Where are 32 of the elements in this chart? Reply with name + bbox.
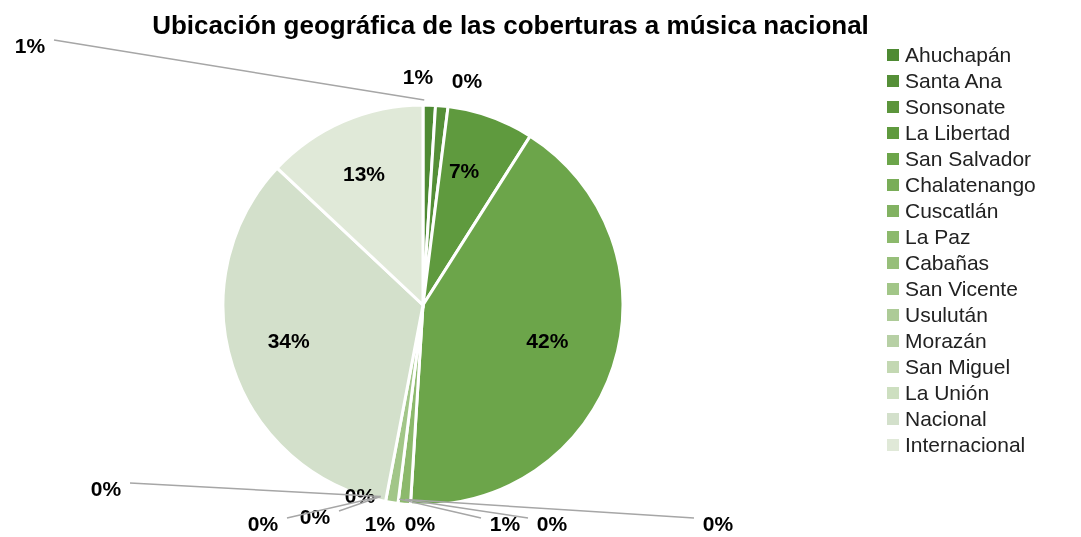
- data-label: 1%: [402, 64, 434, 88]
- legend-label: San Vicente: [905, 277, 1018, 301]
- data-label: 13%: [342, 161, 386, 185]
- legend-label: Cabañas: [905, 251, 990, 275]
- legend-label: Usulután: [905, 303, 988, 327]
- data-label: 1%: [489, 511, 521, 535]
- text: 0%: [702, 511, 734, 535]
- legend-label: Santa Ana: [905, 69, 1002, 93]
- legend-label: La Libertad: [905, 121, 1011, 145]
- legend-label: Chalatenango: [905, 173, 1036, 197]
- text: 0%: [90, 476, 122, 500]
- text: 0%: [247, 511, 279, 535]
- text: 0%: [299, 504, 331, 528]
- legend-label: Nacional: [905, 407, 987, 431]
- legend-label: Morazán: [905, 329, 987, 353]
- text: 0%: [536, 511, 568, 535]
- data-label: 1%: [14, 33, 46, 57]
- legend-label: San Salvador: [905, 147, 1032, 171]
- legend-label: Internacional: [905, 433, 1026, 457]
- data-label: 7%: [448, 158, 480, 182]
- data-label: 42%: [526, 328, 569, 352]
- data-label: 1%: [364, 511, 396, 535]
- legend-label: Cuscatlán: [905, 199, 999, 223]
- text: 0%: [404, 511, 436, 535]
- legend-label: La Paz: [905, 225, 971, 249]
- legend-label: Ahuchapán: [905, 43, 1012, 67]
- text: 0%: [451, 68, 483, 92]
- legend-label: La Unión: [905, 381, 990, 405]
- legend-label: Sonsonate: [905, 95, 1006, 119]
- chart-title: Ubicación geográfica de las coberturas a música nacional: [152, 10, 869, 40]
- data-label: 34%: [267, 328, 310, 352]
- legend-label: San Miguel: [905, 355, 1011, 379]
